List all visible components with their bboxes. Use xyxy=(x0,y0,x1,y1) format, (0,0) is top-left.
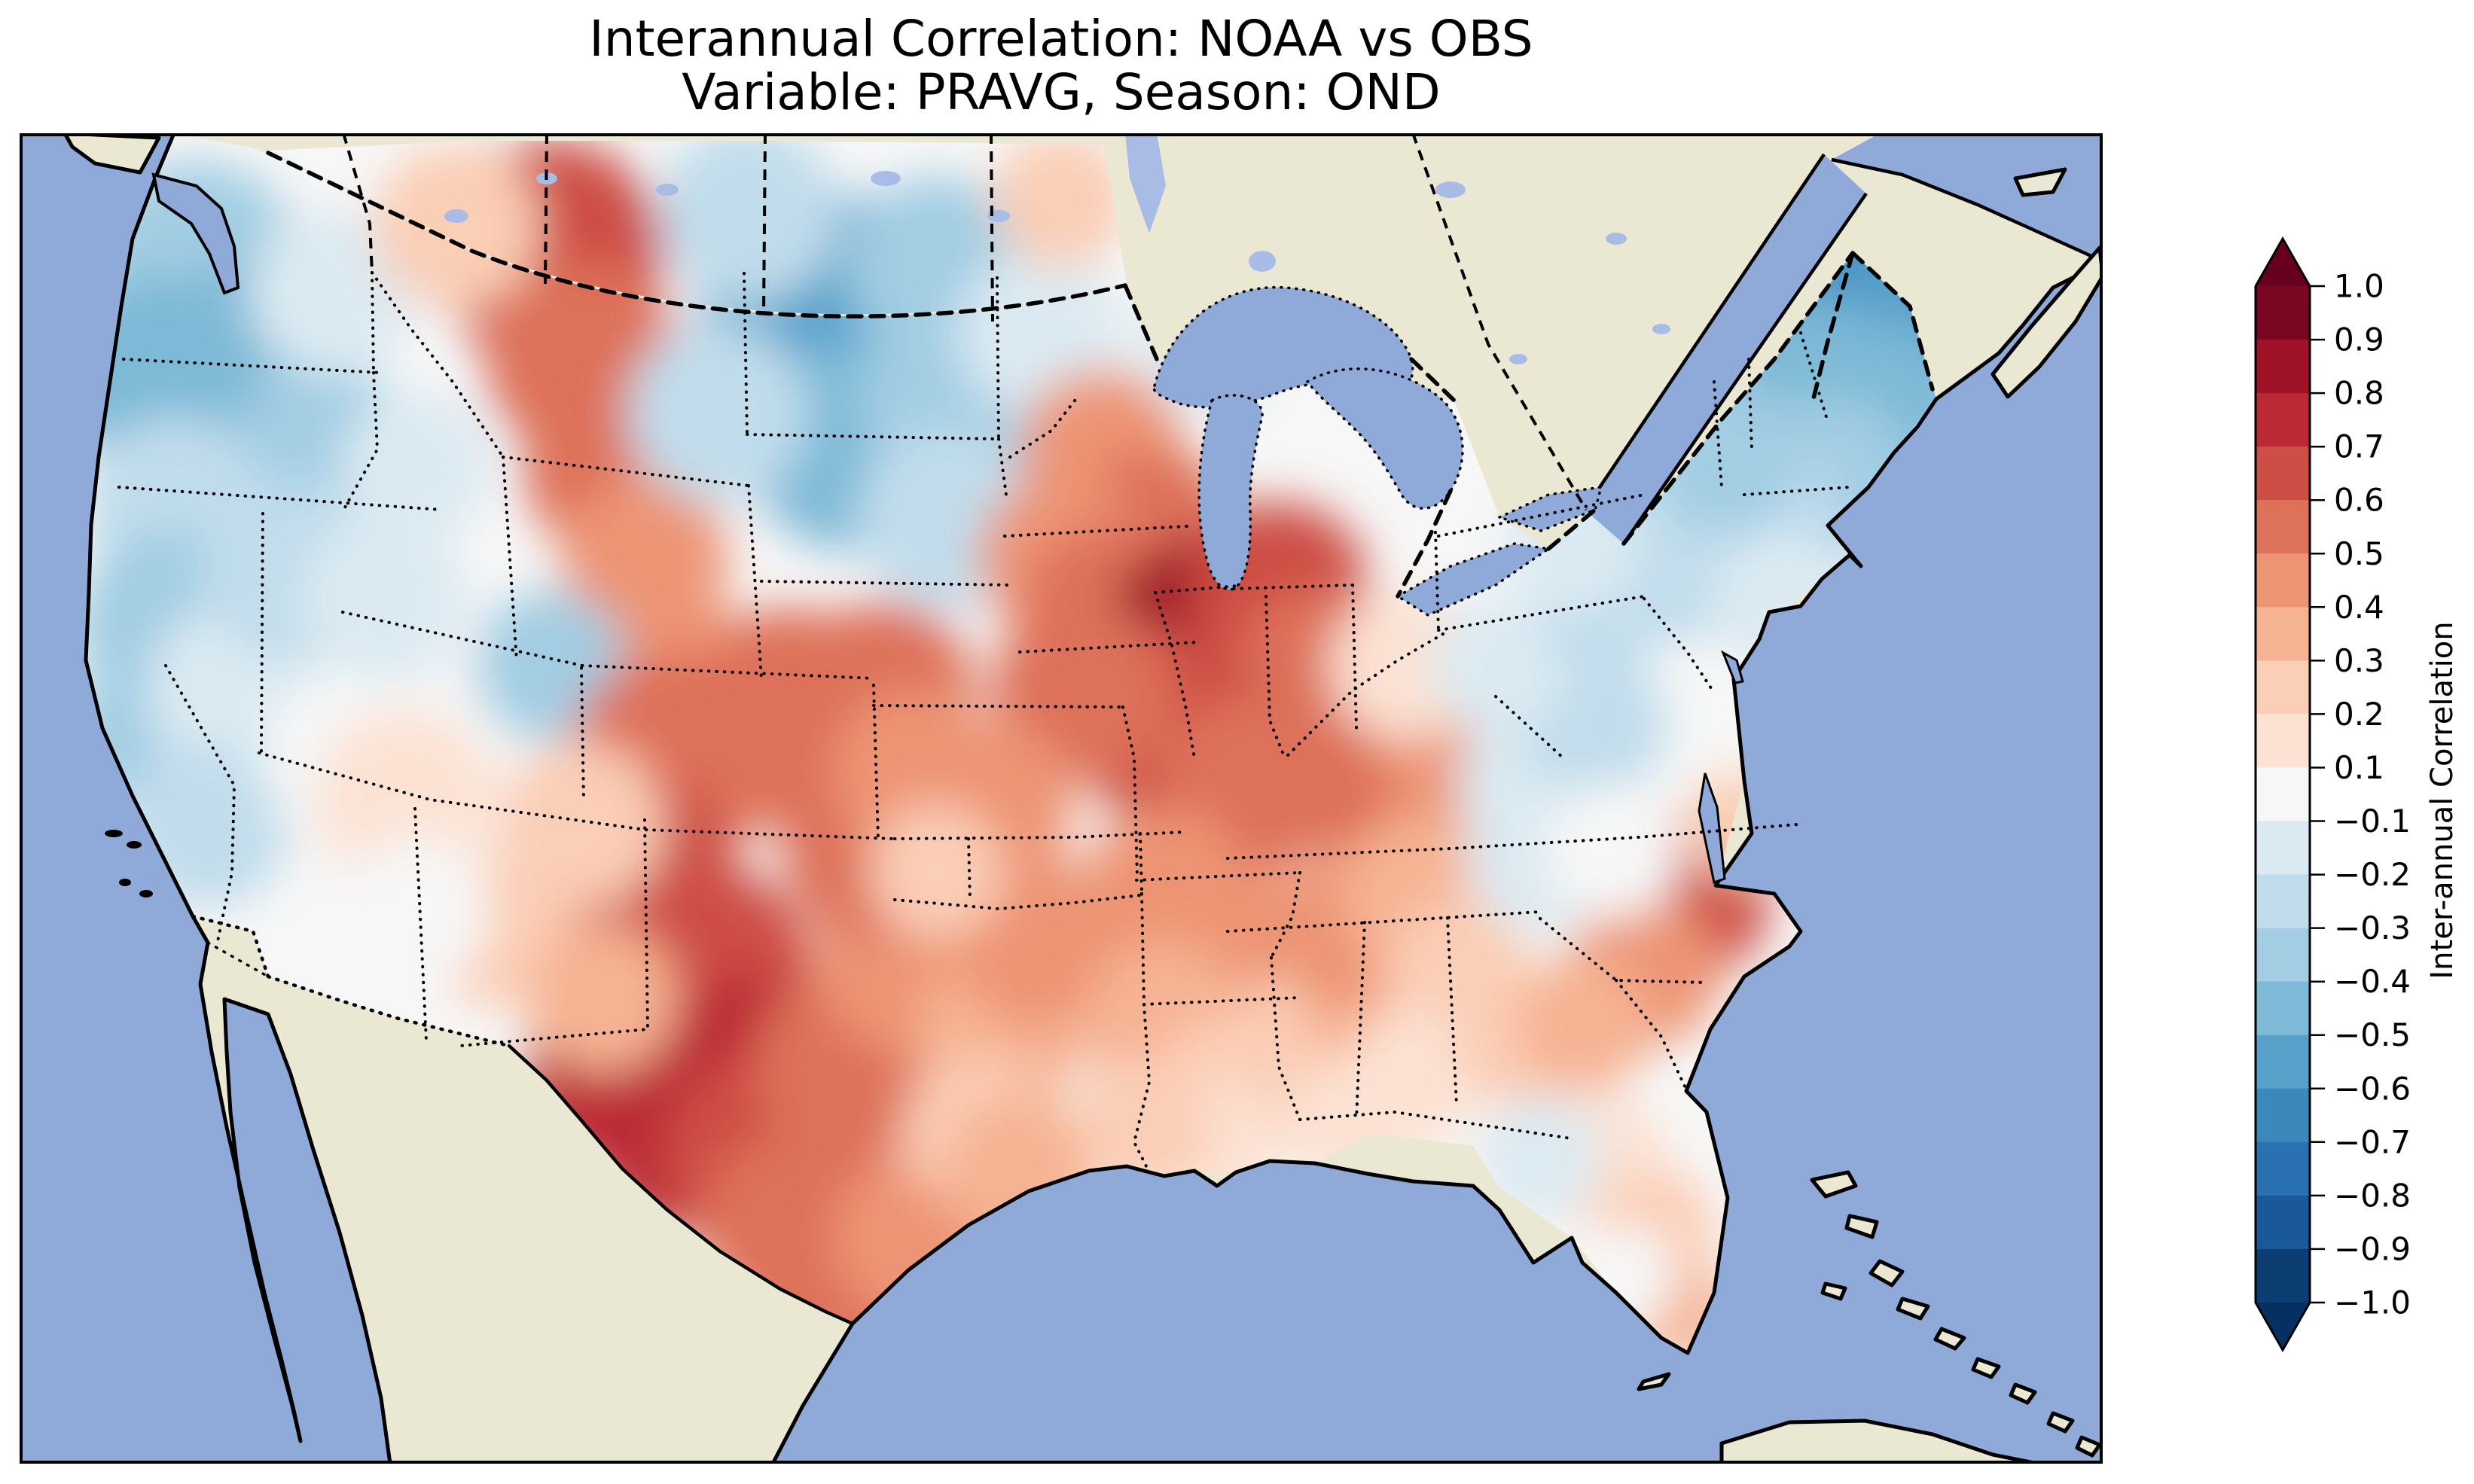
colorbar-segment xyxy=(2256,553,2310,608)
field-blob xyxy=(1515,957,1650,1092)
colorbar-segment xyxy=(2256,767,2310,821)
colorbar-segment xyxy=(2256,714,2310,768)
colorbar-tick-label: −0.5 xyxy=(2334,1016,2411,1053)
us-correlation-map xyxy=(20,133,2103,1464)
colorbar-tick-label: 0.6 xyxy=(2334,482,2384,519)
colorbar-tick-label: −0.8 xyxy=(2334,1177,2411,1214)
colorbar-tick-label: −0.7 xyxy=(2334,1123,2411,1160)
colorbar-under-arrow xyxy=(2256,1303,2310,1350)
figure-canvas: Interannual Correlation: NOAA vs OBS Var… xyxy=(0,0,2474,1484)
colorbar-tick-label: 0.5 xyxy=(2334,535,2384,572)
colorbar-tick-label: 0.7 xyxy=(2334,428,2384,465)
colorbar-segment xyxy=(2256,607,2310,661)
colorbar-tick-label: −0.6 xyxy=(2334,1070,2411,1107)
colorbar-segment xyxy=(2256,875,2310,929)
colorbar-segment xyxy=(2256,1249,2310,1303)
colorbar-segment xyxy=(2256,446,2310,501)
field-blob xyxy=(301,516,467,681)
colorbar-tick-label: −0.2 xyxy=(2334,856,2411,893)
colorbar-segment xyxy=(2256,1196,2310,1250)
colorbar-tick-label: 1.0 xyxy=(2334,268,2384,305)
field-blob xyxy=(340,391,491,541)
colorbar-tick-label: 0.3 xyxy=(2334,642,2384,679)
colorbar-segment xyxy=(2256,928,2310,983)
figure-title-line1: Interannual Correlation: NOAA vs OBS xyxy=(20,12,2103,66)
field-blob xyxy=(374,144,540,309)
colorbar-segments xyxy=(2256,286,2310,1303)
colorbar-tick-label: 0.8 xyxy=(2334,375,2384,412)
colorbar-tick-label: −0.4 xyxy=(2334,963,2411,1000)
field-blob xyxy=(1545,784,1681,919)
colorbar-over-arrow xyxy=(2256,239,2310,286)
colorbar-segment xyxy=(2256,340,2310,394)
field-blob xyxy=(340,836,491,987)
colorbar-tick-label: −0.1 xyxy=(2334,803,2411,840)
colorbar-ticks xyxy=(2310,286,2325,1303)
colorbar-tick-label: 0.9 xyxy=(2334,321,2384,358)
figure-title: Interannual Correlation: NOAA vs OBS Var… xyxy=(20,12,2103,120)
colorbar-axis-label: Inter-annual Correlation xyxy=(2425,621,2460,979)
colorbar-tick-label: 0.2 xyxy=(2334,696,2384,733)
colorbar-segment xyxy=(2256,1142,2310,1196)
colorbar-tick-label: −1.0 xyxy=(2334,1284,2411,1321)
figure-title-line2: Variable: PRAVG, Season: OND xyxy=(20,66,2103,119)
colorbar-tick-labels: 1.0 0.9 0.8 0.7 0.6 0.5 0.4 0.3 0.2 0.1 −0.1 −0.2 −0… xyxy=(2334,268,2411,1321)
field-blob xyxy=(868,804,1004,940)
colorbar-segment xyxy=(2256,660,2310,715)
colorbar-segment xyxy=(2256,286,2310,340)
field-blob xyxy=(627,322,808,503)
colorbar-segment xyxy=(2256,821,2310,876)
colorbar-segment xyxy=(2256,1035,2310,1089)
colorbar-segment xyxy=(2256,393,2310,447)
colorbar-tick-label: 0.1 xyxy=(2334,749,2384,786)
colorbar-tick-label: 0.4 xyxy=(2334,589,2384,626)
colorbar-segment xyxy=(2256,500,2310,554)
colorbar-segment xyxy=(2256,982,2310,1036)
colorbar-segment xyxy=(2256,1089,2310,1143)
field-blob xyxy=(527,923,678,1074)
colorbar-tick-label: −0.3 xyxy=(2334,910,2411,946)
colorbar-tick-label: −0.9 xyxy=(2334,1230,2411,1267)
